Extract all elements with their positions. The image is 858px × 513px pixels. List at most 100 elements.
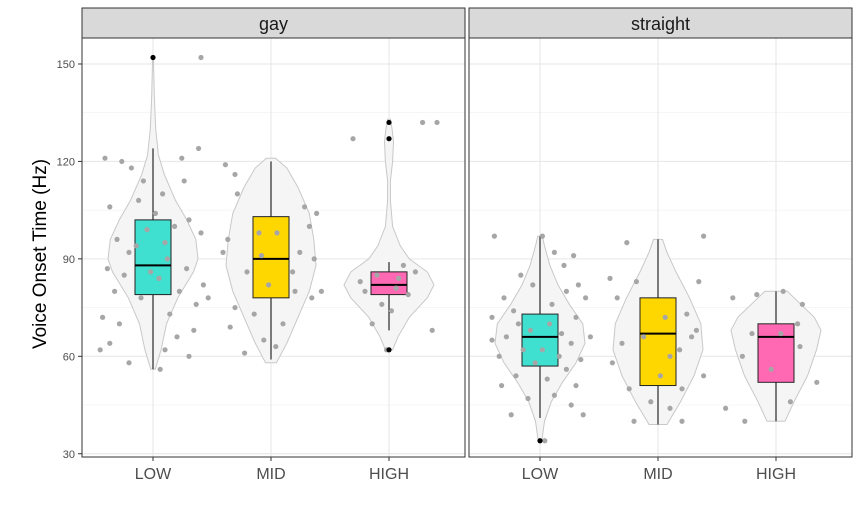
data-point [258, 253, 264, 259]
data-point [571, 253, 577, 259]
data-point [232, 304, 238, 311]
outlier-point [537, 438, 543, 444]
data-point [119, 158, 125, 165]
outlier-point [150, 54, 156, 61]
data-point [609, 360, 616, 366]
data-point [496, 353, 502, 359]
data-point [583, 295, 589, 301]
data-point [193, 301, 199, 307]
data-point [225, 236, 231, 242]
y-tick-label: 60 [63, 351, 75, 363]
data-point [156, 275, 162, 281]
data-point [244, 269, 250, 275]
box-high [757, 323, 795, 383]
data-point [573, 382, 579, 389]
box-low [134, 219, 172, 296]
data-point [227, 324, 233, 330]
data-point [126, 360, 132, 366]
data-point [174, 334, 180, 340]
data-point [527, 327, 534, 333]
data-point [539, 347, 546, 353]
outlier-point [386, 347, 392, 353]
data-point [551, 249, 558, 255]
data-point [290, 269, 296, 275]
data-point [679, 418, 685, 424]
data-point [551, 392, 558, 398]
data-point [184, 266, 190, 272]
data-point [730, 295, 736, 301]
data-point [314, 210, 320, 216]
data-point [396, 275, 402, 281]
data-point [393, 285, 399, 291]
data-point [104, 266, 110, 272]
data-point [306, 223, 312, 229]
data-point [362, 288, 368, 294]
data-point [561, 262, 567, 268]
data-point [667, 353, 673, 359]
data-point [198, 54, 204, 61]
data-point [157, 366, 163, 372]
data-point [778, 330, 784, 337]
data-point [520, 347, 526, 353]
data-point [102, 155, 108, 161]
data-point [369, 321, 375, 327]
data-point [280, 321, 286, 327]
facet-strip [81, 7, 466, 39]
data-point [266, 282, 272, 288]
box-mid [639, 297, 677, 387]
x-tick-label: LOW [522, 466, 559, 483]
data-point [568, 340, 574, 346]
data-point [633, 279, 640, 285]
data-point [152, 210, 158, 216]
data-point [739, 353, 746, 359]
facet-label-gay: gay [259, 14, 288, 34]
data-point [525, 395, 531, 402]
data-point [559, 330, 565, 337]
data-point [799, 301, 806, 307]
data-point [513, 373, 519, 379]
data-point [539, 233, 546, 239]
data-point [128, 165, 134, 171]
data-point [429, 327, 435, 333]
data-point [191, 327, 197, 333]
data-point [234, 191, 240, 197]
data-point [302, 204, 308, 210]
data-point [232, 171, 238, 178]
data-point [679, 386, 685, 392]
data-point [624, 240, 630, 246]
data-point [107, 204, 113, 210]
data-point [787, 399, 794, 405]
data-point [556, 353, 562, 359]
facet-strip [468, 7, 853, 39]
data-point [126, 249, 132, 255]
data-point [542, 438, 548, 444]
data-point [116, 321, 122, 327]
data-point [684, 311, 690, 317]
data-point [112, 288, 118, 294]
data-point [742, 418, 748, 424]
outlier-point [386, 136, 392, 142]
data-point [434, 119, 440, 126]
data-point [530, 282, 536, 288]
box-mid [252, 216, 290, 299]
data-point [186, 353, 192, 359]
data-point [489, 314, 495, 320]
data-point [107, 340, 113, 346]
x-tick-label: MID [256, 466, 285, 483]
data-point [138, 295, 144, 301]
data-point [222, 162, 228, 168]
data-point [162, 347, 168, 353]
data-point [749, 330, 755, 337]
data-point [489, 337, 495, 343]
data-point [532, 360, 538, 366]
data-point [261, 337, 267, 343]
data-point [297, 249, 303, 255]
data-point [619, 340, 625, 346]
data-point [544, 376, 550, 382]
data-point [167, 311, 173, 317]
data-point [578, 356, 584, 363]
box-low [521, 313, 559, 367]
data-point [518, 272, 524, 278]
